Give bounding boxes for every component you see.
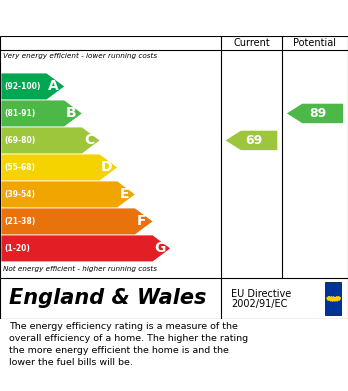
Bar <box>325 282 341 314</box>
Text: (1-20): (1-20) <box>4 244 30 253</box>
Polygon shape <box>1 208 152 235</box>
Text: E: E <box>120 187 129 201</box>
Polygon shape <box>1 154 117 180</box>
Text: (21-38): (21-38) <box>4 217 35 226</box>
Text: Energy Efficiency Rating: Energy Efficiency Rating <box>9 9 238 27</box>
Text: Potential: Potential <box>293 38 337 48</box>
Text: F: F <box>137 214 147 228</box>
Text: 89: 89 <box>309 107 326 120</box>
Polygon shape <box>287 104 343 123</box>
Polygon shape <box>1 181 135 208</box>
Text: England & Wales: England & Wales <box>9 288 206 308</box>
Text: C: C <box>84 133 94 147</box>
Polygon shape <box>226 131 277 150</box>
Text: A: A <box>48 79 59 93</box>
Text: 2002/91/EC: 2002/91/EC <box>231 299 288 309</box>
Polygon shape <box>1 127 100 153</box>
Polygon shape <box>1 74 64 99</box>
Text: (92-100): (92-100) <box>4 82 41 91</box>
Text: Current: Current <box>233 38 270 48</box>
Text: Not energy efficient - higher running costs: Not energy efficient - higher running co… <box>3 265 158 272</box>
Text: G: G <box>154 241 165 255</box>
Polygon shape <box>1 100 82 126</box>
Text: (55-68): (55-68) <box>4 163 35 172</box>
Text: (39-54): (39-54) <box>4 190 35 199</box>
Text: D: D <box>101 160 112 174</box>
Text: The energy efficiency rating is a measure of the
overall efficiency of a home. T: The energy efficiency rating is a measur… <box>9 322 248 367</box>
Text: 69: 69 <box>245 134 263 147</box>
Text: (69-80): (69-80) <box>4 136 35 145</box>
Text: B: B <box>66 106 77 120</box>
Text: EU Directive: EU Directive <box>231 289 292 299</box>
Polygon shape <box>1 235 170 262</box>
Text: (81-91): (81-91) <box>4 109 35 118</box>
Text: Very energy efficient - lower running costs: Very energy efficient - lower running co… <box>3 52 158 59</box>
